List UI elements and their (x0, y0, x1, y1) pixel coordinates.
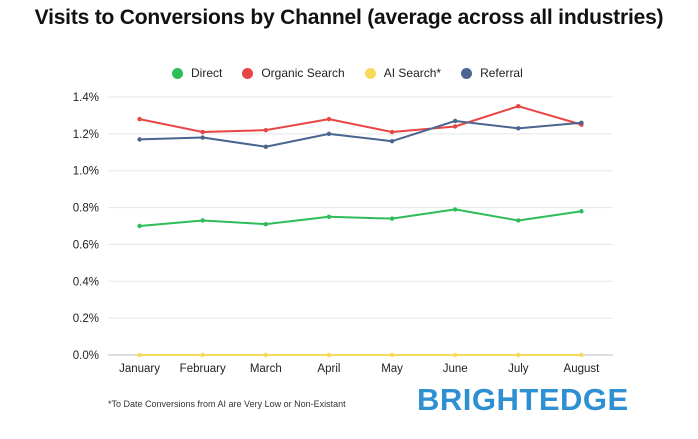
data-point-direct (516, 218, 521, 223)
legend-marker (172, 67, 183, 79)
legend-label: Referral (480, 66, 523, 80)
y-tick-label: 0.6% (73, 239, 99, 251)
legend-label: AI Search* (383, 66, 442, 80)
y-tick-label: 0.0% (73, 350, 99, 362)
y-tick-label: 0.4% (73, 276, 99, 288)
legend-label: Direct (191, 66, 223, 80)
legend-item-direct: Direct (172, 66, 222, 80)
series-line-organic-search (139, 105, 582, 134)
y-tick-label: 1.2% (73, 129, 99, 141)
legend-item-referral: Referral (461, 66, 523, 80)
y-tick-label: 0.8% (73, 203, 99, 215)
brightedge-logo: BRIGHTEDGE (417, 382, 629, 417)
y-tick-label: 0.2% (73, 313, 99, 325)
x-tick-label: January (119, 363, 160, 375)
legend-item-ai-search: AI Search* (364, 66, 442, 80)
data-point-direct (263, 221, 269, 227)
data-point-ai-search (452, 352, 458, 358)
series-line-direct (139, 208, 582, 227)
x-tick-label: May (381, 363, 403, 375)
data-point-ai-search (200, 352, 205, 358)
data-point-ai-search (263, 352, 269, 358)
data-point-organic-search (137, 116, 142, 122)
data-point-direct (137, 223, 142, 229)
data-point-referral (200, 135, 205, 140)
x-tick-label: August (564, 363, 601, 375)
legend-label: Organic Search (261, 66, 345, 80)
data-point-organic-search (452, 124, 458, 129)
legend-marker (461, 67, 473, 79)
y-tick-label: 1.0% (73, 166, 99, 178)
data-point-organic-search (200, 129, 205, 135)
data-point-direct (579, 209, 584, 214)
data-point-organic-search (263, 127, 269, 133)
x-tick-label: June (443, 363, 468, 375)
legend-marker (242, 67, 254, 79)
footnote: *To Date Conversions from AI are Very Lo… (108, 399, 346, 409)
data-point-direct (200, 218, 205, 223)
data-point-organic-search (389, 129, 395, 135)
chart-title: Visits to Conversions by Channel (averag… (34, 6, 664, 29)
data-point-direct (326, 214, 332, 219)
data-point-ai-search (389, 352, 395, 358)
data-point-ai-search (137, 352, 142, 358)
data-point-referral (389, 139, 395, 144)
data-point-referral (263, 144, 269, 149)
data-point-direct (389, 216, 395, 221)
data-point-referral (579, 120, 584, 126)
data-point-referral (326, 131, 332, 137)
data-point-referral (137, 137, 142, 142)
data-point-ai-search (579, 352, 584, 358)
x-tick-label: April (317, 363, 340, 375)
data-point-ai-search (516, 352, 521, 358)
x-tick-label: March (250, 363, 282, 375)
legend-marker (364, 67, 376, 79)
legend-item-organic-search: Organic Search (242, 66, 345, 80)
data-point-ai-search (326, 352, 332, 358)
x-tick-label: February (180, 363, 226, 375)
x-tick-label: July (508, 363, 529, 375)
series-line-referral (139, 119, 582, 148)
data-point-direct (452, 207, 458, 212)
data-point-organic-search (516, 104, 521, 109)
chart-legend: Direct Organic Search AI Search* Referral (172, 63, 592, 83)
data-point-organic-search (326, 116, 332, 122)
data-point-referral (452, 118, 458, 124)
y-tick-label: 1.4% (73, 92, 99, 104)
data-point-referral (516, 126, 521, 131)
